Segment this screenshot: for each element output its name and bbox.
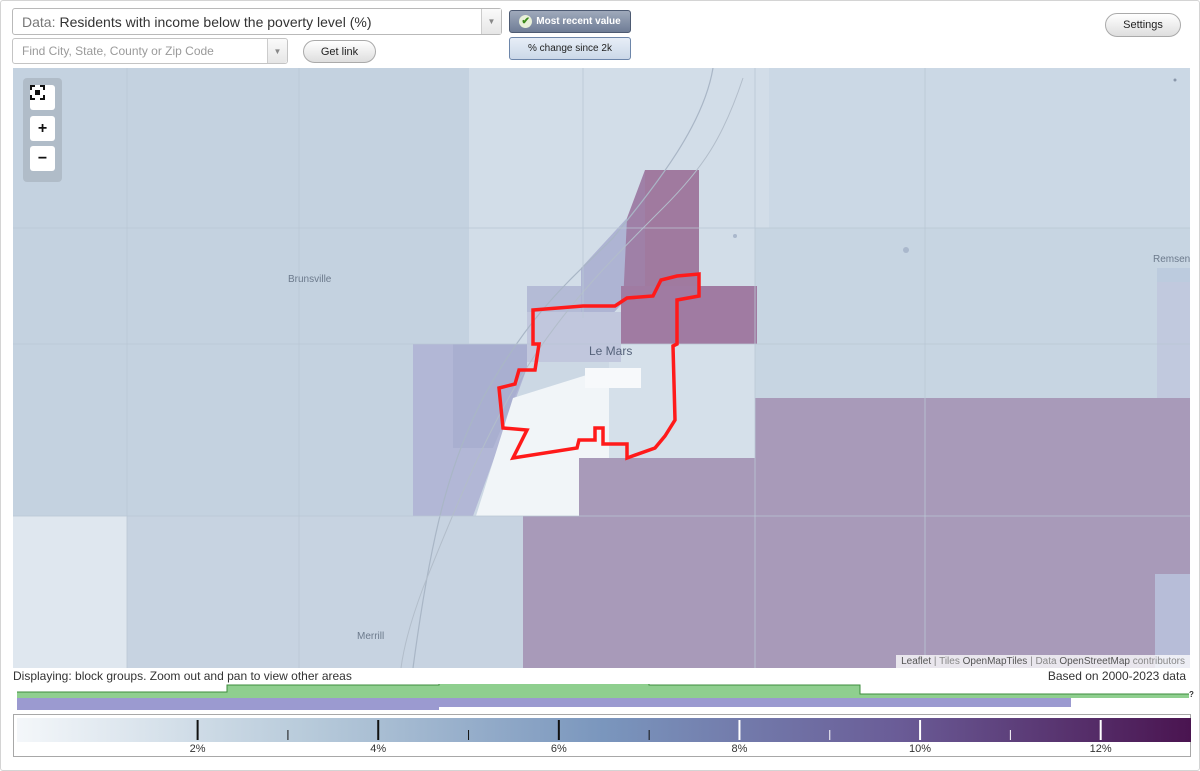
zoom-out-button[interactable]: − xyxy=(30,146,55,171)
map[interactable]: + − Brunsville Le Mars Remsen Merrill Le… xyxy=(13,68,1190,668)
fullscreen-icon[interactable] xyxy=(30,85,55,110)
color-legend: 2% 4% 6% 8% 10% 12% xyxy=(13,714,1191,757)
histogram-purple-band xyxy=(439,698,1071,707)
place-label-remsen: Remsen xyxy=(1153,254,1190,265)
block-group xyxy=(13,516,127,668)
river-line xyxy=(400,77,744,668)
block-group xyxy=(127,516,523,668)
legend-tick-label: 10% xyxy=(909,743,932,755)
block-group xyxy=(755,228,1190,398)
legend-tick-label: 8% xyxy=(731,743,748,755)
chevron-down-icon[interactable]: ▼ xyxy=(481,9,501,34)
attribution-tiles-prefix: Tiles xyxy=(939,656,960,667)
help-icon[interactable]: ? xyxy=(1189,690,1194,699)
histogram-green-band xyxy=(17,684,1189,698)
get-link-button[interactable]: Get link xyxy=(303,40,376,63)
zoom-controls: + − xyxy=(23,78,62,182)
most-recent-value-toggle[interactable]: ✔ Most recent value xyxy=(509,10,631,33)
leaflet-link[interactable]: Leaflet xyxy=(901,656,932,667)
attribution-contributors: contributors xyxy=(1132,656,1185,667)
block-group xyxy=(609,344,755,458)
display-note: Displaying: block groups. Zoom out and p… xyxy=(13,669,352,683)
place-label-brunsville: Brunsville xyxy=(288,274,332,285)
block-group xyxy=(585,368,641,388)
zoom-in-button[interactable]: + xyxy=(30,116,55,141)
place-label-le-mars: Le Mars xyxy=(589,344,633,358)
map-attribution: Leaflet | Tiles OpenMapTiles | Data Open… xyxy=(896,655,1190,668)
water-feature xyxy=(1173,78,1177,82)
chevron-down-icon[interactable]: ▼ xyxy=(267,39,287,63)
road-line xyxy=(13,227,1190,517)
water-feature xyxy=(733,234,737,238)
legend-ticks xyxy=(196,720,1102,740)
block-group xyxy=(523,398,1190,668)
most-recent-value-label: Most recent value xyxy=(536,16,621,27)
map-canvas xyxy=(13,68,1190,668)
settings-button[interactable]: Settings xyxy=(1105,13,1181,37)
legend-tick-label: 2% xyxy=(189,743,206,755)
highlight-outline xyxy=(497,272,701,461)
checkmark-icon: ✔ xyxy=(519,15,533,28)
data-select-prefix: Data: xyxy=(22,13,56,30)
attribution-data-prefix: Data xyxy=(1035,656,1057,667)
search-input[interactable] xyxy=(12,38,288,64)
histogram xyxy=(17,684,1189,710)
legend-gradient-fill xyxy=(17,718,1191,742)
legend-gradient xyxy=(17,718,1191,742)
block-group xyxy=(527,312,621,362)
data-range-note: Based on 2000-2023 data xyxy=(1047,669,1186,683)
fullscreen-glyph xyxy=(30,85,45,100)
legend-tick-label: 6% xyxy=(550,743,567,755)
legend-tick-label: 12% xyxy=(1089,743,1112,755)
openstreetmap-link[interactable]: OpenStreetMap xyxy=(1059,656,1130,667)
water-feature xyxy=(903,247,909,253)
histogram-outline xyxy=(17,684,1189,695)
place-label-merrill: Merrill xyxy=(357,631,385,642)
block-group xyxy=(1157,282,1190,398)
block-group xyxy=(13,68,469,516)
data-select[interactable]: Data: Residents with income below the po… xyxy=(12,8,502,35)
block-group xyxy=(476,368,609,516)
data-select-value: Residents with income below the poverty … xyxy=(59,13,372,30)
openmaptiles-link[interactable]: OpenMapTiles xyxy=(962,656,1028,667)
percent-change-toggle[interactable]: % change since 2k xyxy=(509,37,631,60)
block-group xyxy=(1155,574,1190,668)
block-group xyxy=(621,286,757,358)
histogram-purple-band xyxy=(17,698,439,710)
legend-tick-label: 4% xyxy=(370,743,387,755)
road-line xyxy=(126,68,926,668)
